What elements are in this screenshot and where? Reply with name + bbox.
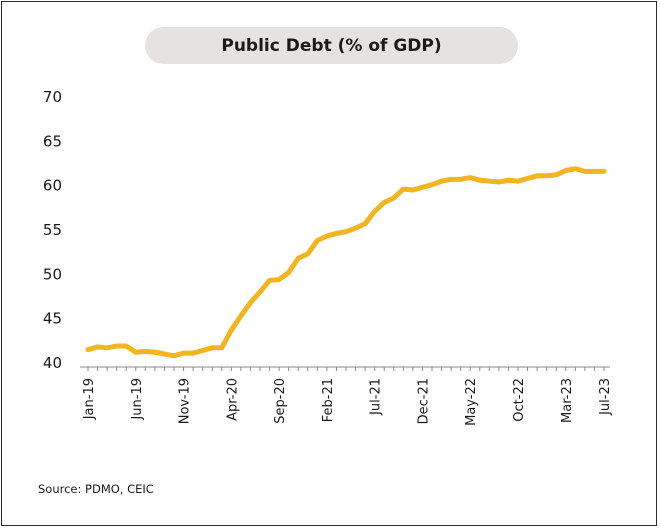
x-tick-label: May-22 bbox=[464, 378, 479, 426]
y-tick-label: 60 bbox=[43, 177, 62, 195]
x-tick-label: Jan-19 bbox=[82, 378, 97, 420]
y-tick-label: 70 bbox=[43, 88, 62, 106]
x-tick-label: Dec-21 bbox=[416, 378, 431, 424]
y-tick-label: 65 bbox=[43, 132, 62, 150]
y-tick-label: 55 bbox=[43, 221, 62, 239]
y-tick-label: 45 bbox=[43, 310, 62, 328]
source-note: Source: PDMO, CEIC bbox=[38, 482, 154, 496]
x-tick-label: Jun-19 bbox=[130, 378, 145, 421]
x-tick-label: Apr-20 bbox=[225, 378, 240, 421]
x-axis-ticks: Jan-19 Jun-19 Nov-19 Apr-20 Sep-20 Feb-21 Jul-… bbox=[82, 378, 613, 426]
x-tick-label: Oct-22 bbox=[512, 378, 527, 422]
y-axis-ticks: 40 45 50 55 60 65 70 bbox=[43, 88, 62, 372]
public-debt-line bbox=[85, 166, 607, 359]
x-tick-label: Feb-21 bbox=[321, 378, 336, 422]
x-tick-label: Jul-21 bbox=[369, 378, 384, 416]
x-tick-label: Sep-20 bbox=[273, 378, 288, 424]
x-axis-tick-marks bbox=[87, 367, 605, 371]
chart-title: Public Debt (% of GDP) bbox=[145, 27, 518, 64]
y-tick-label: 40 bbox=[43, 354, 62, 372]
x-tick-label: Mar-23 bbox=[560, 378, 575, 423]
x-tick-label: Nov-19 bbox=[178, 378, 193, 424]
x-tick-label: Jul-23 bbox=[598, 378, 613, 416]
y-tick-label: 50 bbox=[43, 265, 62, 283]
